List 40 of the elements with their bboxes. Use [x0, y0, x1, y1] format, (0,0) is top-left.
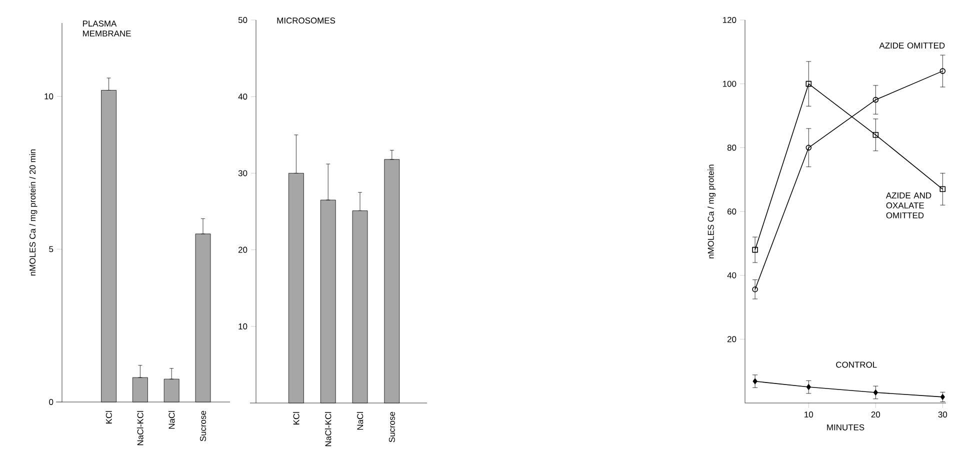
point [872, 132, 879, 138]
x-tick-label: 30 [938, 412, 948, 418]
y-tick-label: 60 [728, 208, 736, 214]
text: AZIDE OMITTED [879, 42, 945, 49]
x-tick-label: 10 [804, 412, 814, 418]
x-tick-label: NaCl [168, 411, 175, 429]
y-tick-label: 40 [727, 272, 736, 278]
x-tick-label: Sucrose [200, 410, 206, 442]
y-tick-label: 5 [49, 246, 54, 252]
y-axis-title: nMOLES Ca / mg protein / 20 min [29, 150, 38, 276]
x-tick-label: Sucrose [388, 412, 395, 442]
point [873, 390, 878, 396]
chart-title: MICROSOMES [277, 18, 336, 24]
y-tick-label: 10 [44, 93, 54, 100]
y-tick-label: 0 [49, 399, 54, 405]
x-axis-title: MINUTES [827, 424, 864, 430]
y-tick-label: 80 [727, 144, 736, 151]
y-tick-label: 40 [238, 94, 248, 100]
y-tick-label: 10 [238, 323, 248, 330]
x-tick-label: 20 [871, 412, 880, 418]
point [940, 186, 946, 192]
chart-title: PLASMA MEMBRANE [83, 20, 131, 36]
y-tick-label: 30 [238, 170, 248, 176]
y-tick-label: 50 [238, 17, 248, 23]
x-tick-label: NaCl-KCl [324, 412, 332, 446]
x-tick-label: NaCl [356, 412, 364, 430]
point [806, 384, 811, 390]
x-tick-label: KCl [293, 412, 300, 424]
y-tick-label: 20 [727, 336, 736, 342]
y-tick-label: 20 [238, 246, 248, 253]
x-tick-label: KCl [106, 411, 112, 424]
series-label: AZIDE AND OXALATE OMITTED [886, 192, 932, 218]
text: CONTROL [836, 362, 877, 368]
point [806, 80, 812, 87]
y-axis-title: nMOLES Ca / mg protein [708, 164, 716, 258]
y-tick-label: 120 [723, 17, 736, 23]
point [752, 378, 758, 384]
y-tick-label: 100 [723, 80, 736, 87]
x-tick-label: NaCl-KCl [137, 411, 144, 446]
point [752, 246, 758, 253]
